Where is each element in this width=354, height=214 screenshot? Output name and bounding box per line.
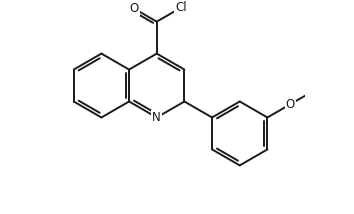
Text: O: O	[285, 98, 295, 111]
Text: O: O	[130, 2, 139, 15]
Text: N: N	[152, 111, 161, 124]
Text: Cl: Cl	[175, 1, 187, 14]
